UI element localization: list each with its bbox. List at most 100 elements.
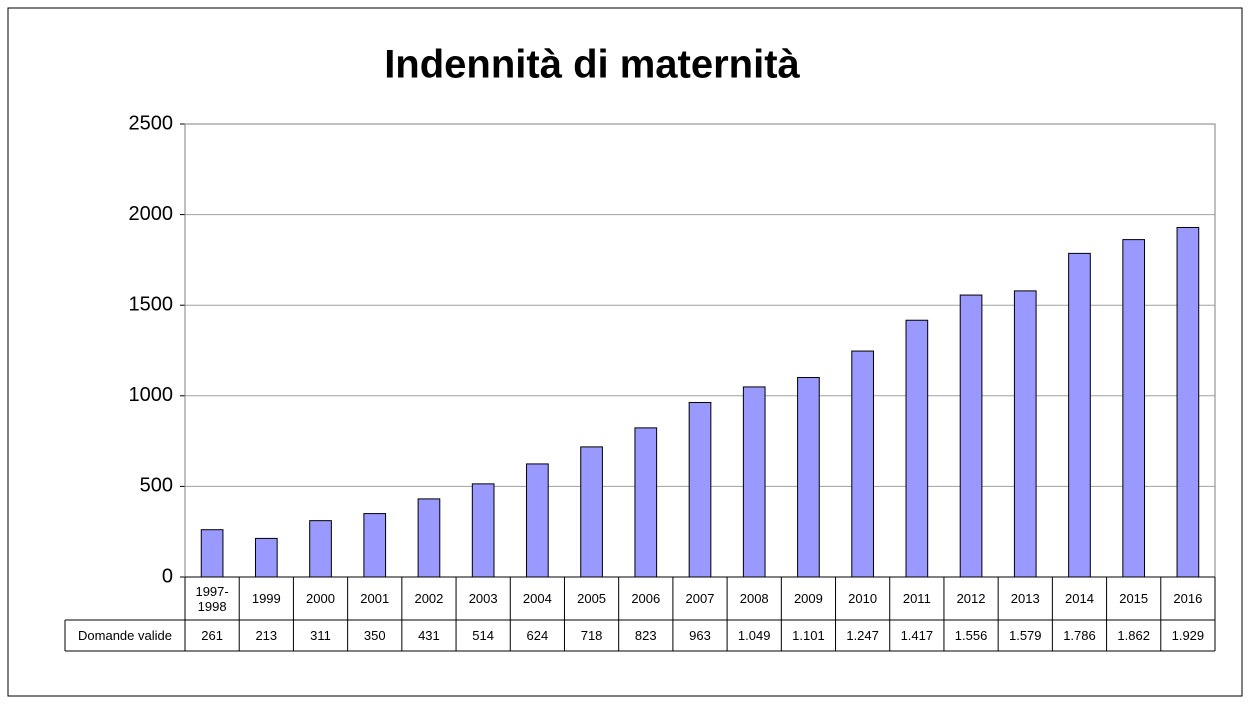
bar xyxy=(200,529,224,578)
x-tick-label: 2008 xyxy=(739,591,769,606)
data-label-box: 1.929 xyxy=(1171,628,1205,643)
y-tick-label: 1500 xyxy=(129,293,174,315)
x-tick-label: 2005 xyxy=(577,591,607,606)
bar xyxy=(1068,252,1091,578)
data-label-box: 1.556 xyxy=(954,628,988,643)
data-label: 261 xyxy=(201,628,223,643)
x-tick-label: 1999 xyxy=(251,591,281,606)
bar xyxy=(634,427,658,578)
data-label: 350 xyxy=(363,628,386,643)
bar xyxy=(797,376,820,578)
data-label-box: 431 xyxy=(418,628,440,643)
x-tick-label-box: 2007 xyxy=(685,591,715,606)
x-tick-label-box: 1997-1998 xyxy=(195,583,229,614)
x-tick-label: 2010 xyxy=(848,591,878,606)
bar xyxy=(688,402,712,578)
x-tick-label-box: 2013 xyxy=(1010,591,1040,606)
data-label-box: 514 xyxy=(472,628,494,643)
x-tick-label-box: 2015 xyxy=(1119,591,1149,606)
x-tick-label: 2015 xyxy=(1119,591,1149,606)
data-label-box: 1.417 xyxy=(900,628,934,643)
x-tick-label-box: 2000 xyxy=(306,591,335,606)
data-label: 1.049 xyxy=(737,628,771,643)
data-label-box: 1.049 xyxy=(737,628,771,643)
y-tick-label: 1000 xyxy=(129,384,174,406)
bar xyxy=(309,520,332,578)
y-tick-label: 2500 xyxy=(129,112,174,134)
bar xyxy=(526,463,549,578)
bar xyxy=(580,446,603,578)
data-label: 1.786 xyxy=(1063,628,1096,643)
x-tick-label: 2001 xyxy=(360,591,390,606)
data-label: 1.101 xyxy=(792,628,825,643)
data-label: 823 xyxy=(634,628,657,643)
x-tick-label-box: 2012 xyxy=(956,591,986,606)
data-label-box: 1.786 xyxy=(1063,628,1096,643)
data-label: 963 xyxy=(689,628,711,643)
x-tick-label-box: 2005 xyxy=(577,591,607,606)
data-label: 213 xyxy=(255,628,278,643)
data-label-box: 1.862 xyxy=(1117,628,1150,643)
x-tick-label: 2013 xyxy=(1010,591,1040,606)
data-label-box: 261 xyxy=(201,628,223,643)
x-tick-label-box: 2010 xyxy=(848,591,878,606)
data-label-box: 718 xyxy=(580,628,603,643)
data-label-box: 350 xyxy=(363,628,386,643)
bar xyxy=(1122,239,1146,578)
data-label-box: 311 xyxy=(310,628,331,643)
x-tick-label-box: 2008 xyxy=(739,591,769,606)
bar xyxy=(959,294,983,578)
data-label-box: 963 xyxy=(689,628,711,643)
x-tick-label: 1997-1998 xyxy=(195,583,229,614)
legend-label: Domande valide xyxy=(78,628,172,643)
x-tick-label: 2007 xyxy=(685,591,715,606)
x-tick-label-box: 2009 xyxy=(794,591,823,606)
x-tick-label-box: 2003 xyxy=(468,591,498,606)
data-label: 1.929 xyxy=(1171,628,1205,643)
chart-border xyxy=(7,7,1243,697)
data-label-box: 213 xyxy=(255,628,278,643)
x-tick-label-box: 2014 xyxy=(1065,591,1094,606)
data-label-box: 1.247 xyxy=(846,628,879,643)
bar xyxy=(363,513,387,578)
x-tick-label: 2012 xyxy=(956,591,986,606)
x-tick-label-box: 2006 xyxy=(631,591,660,606)
data-label: 1.417 xyxy=(900,628,934,643)
y-tick-label: 500 xyxy=(140,475,173,497)
bar xyxy=(851,350,874,578)
data-label: 514 xyxy=(472,628,494,643)
x-tick-label: 2000 xyxy=(306,591,335,606)
data-label-box: 823 xyxy=(634,628,657,643)
y-tick-label: 2000 xyxy=(129,203,174,225)
bar xyxy=(1013,290,1037,578)
bar xyxy=(1176,226,1200,578)
chart-title: Indennità di maternità xyxy=(384,43,800,87)
data-label-box: 624 xyxy=(526,628,549,643)
x-tick-label: 2004 xyxy=(522,591,552,606)
x-tick-label-box: 2011 xyxy=(902,591,931,606)
data-label-box: 1.579 xyxy=(1008,628,1042,643)
data-label: 311 xyxy=(310,628,331,643)
x-tick-label-box: 2001 xyxy=(360,591,390,606)
y-tick-label: 0 xyxy=(162,565,173,587)
data-label-box: 1.101 xyxy=(792,628,825,643)
data-label: 1.579 xyxy=(1008,628,1042,643)
x-tick-label: 2002 xyxy=(414,591,444,606)
data-label: 1.247 xyxy=(846,628,879,643)
x-tick-label: 2011 xyxy=(902,591,931,606)
x-tick-label: 2016 xyxy=(1173,591,1203,606)
bar xyxy=(742,386,766,578)
x-tick-label-box: 2016 xyxy=(1173,591,1203,606)
bar xyxy=(471,483,495,578)
x-tick-label: 2003 xyxy=(468,591,498,606)
data-label: 1.556 xyxy=(954,628,988,643)
data-label: 431 xyxy=(418,628,440,643)
data-label: 1.862 xyxy=(1117,628,1150,643)
bar xyxy=(417,498,441,578)
x-tick-label-box: 2004 xyxy=(522,591,552,606)
data-label: 624 xyxy=(526,628,549,643)
x-tick-label-box: 1999 xyxy=(251,591,281,606)
data-label: 718 xyxy=(580,628,603,643)
x-tick-label: 2014 xyxy=(1065,591,1094,606)
